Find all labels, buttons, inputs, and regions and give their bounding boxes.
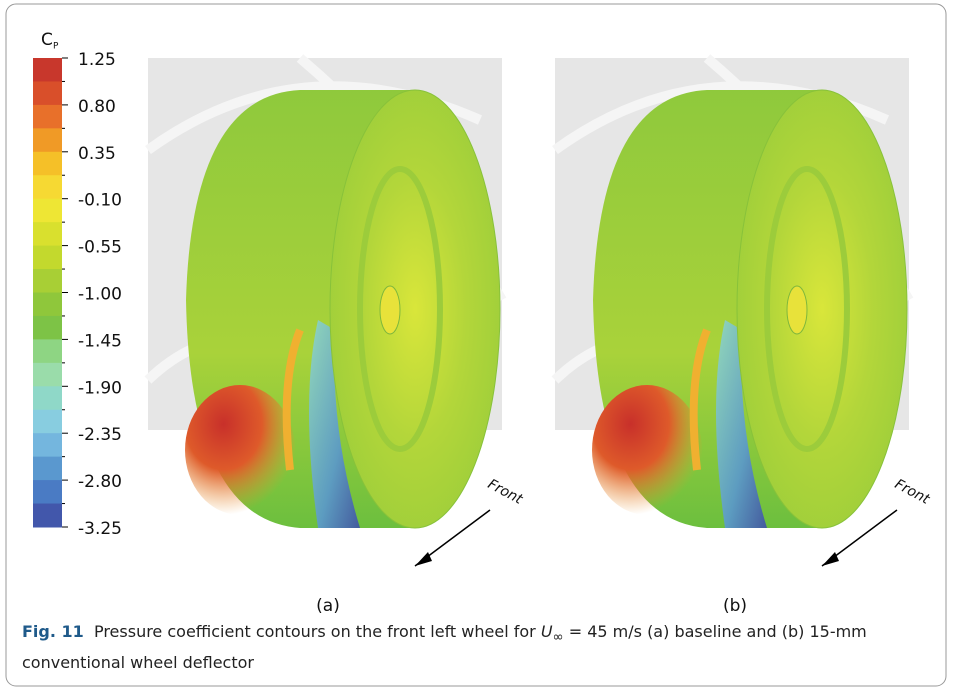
colorbar-label: C [41, 30, 53, 50]
colorbar-label-sub: P [53, 42, 59, 52]
colorbar-band [33, 175, 62, 200]
colorbar-tick-label: -1.90 [78, 378, 122, 398]
colorbar-band [33, 222, 62, 247]
colorbar: 1.25 0.80 0.35 -0.10 -0.55 -1.00 -1.45 -1.90 -2.… [33, 50, 122, 539]
colorbar-band [33, 104, 62, 129]
colorbar-band [33, 151, 62, 176]
colorbar-band [33, 81, 62, 106]
colorbar-tick-label: 0.80 [78, 97, 116, 117]
colorbar-tick-label: -2.35 [78, 425, 122, 445]
colorbar-tick-label: 0.35 [78, 144, 116, 164]
colorbar-band [33, 315, 62, 340]
colorbar-band [33, 292, 62, 317]
colorbar-band [33, 480, 62, 505]
colorbar-band [33, 58, 62, 82]
colorbar-band [33, 269, 62, 293]
colorbar-tick-label: -2.80 [78, 472, 122, 492]
colorbar-band [33, 386, 62, 411]
colorbar-band [33, 198, 62, 223]
caption: Fig. 11 Pressure coefficient contours on… [22, 619, 927, 675]
panel-label: (a) [316, 596, 340, 616]
colorbar-tick-label: -0.55 [78, 238, 122, 258]
panel-label: (b) [723, 596, 747, 616]
wheel-a [148, 58, 502, 566]
caption-text: Pressure coefficient contours on the fro… [93, 622, 541, 641]
colorbar-band [33, 433, 62, 458]
colorbar-band [33, 128, 62, 153]
colorbar-band [33, 409, 62, 434]
colorbar-band [33, 245, 62, 270]
caption-symbol-sub: ∞ [552, 630, 564, 646]
direction-label: Front [892, 476, 932, 508]
colorbar-tick-label: -0.10 [78, 191, 122, 211]
colorbar-band [33, 503, 62, 528]
colorbar-band [33, 362, 62, 387]
colorbar-tick-label: 1.25 [78, 50, 116, 70]
colorbar-band [33, 339, 62, 364]
caption-text: = 45 m/s (a) baseline and (b) 15-mm conv… [22, 622, 867, 673]
colorbar-band [33, 456, 62, 481]
caption-label: Fig. 11 [22, 622, 84, 641]
colorbar-tick-label: -3.25 [78, 519, 122, 539]
colorbar-tick-label: -1.00 [78, 285, 122, 305]
direction-label: Front [485, 476, 525, 508]
wheel-b [555, 58, 909, 566]
frame [5, 3, 947, 687]
colorbar-tick-label: -1.45 [78, 331, 122, 351]
caption-symbol: U [540, 622, 553, 641]
